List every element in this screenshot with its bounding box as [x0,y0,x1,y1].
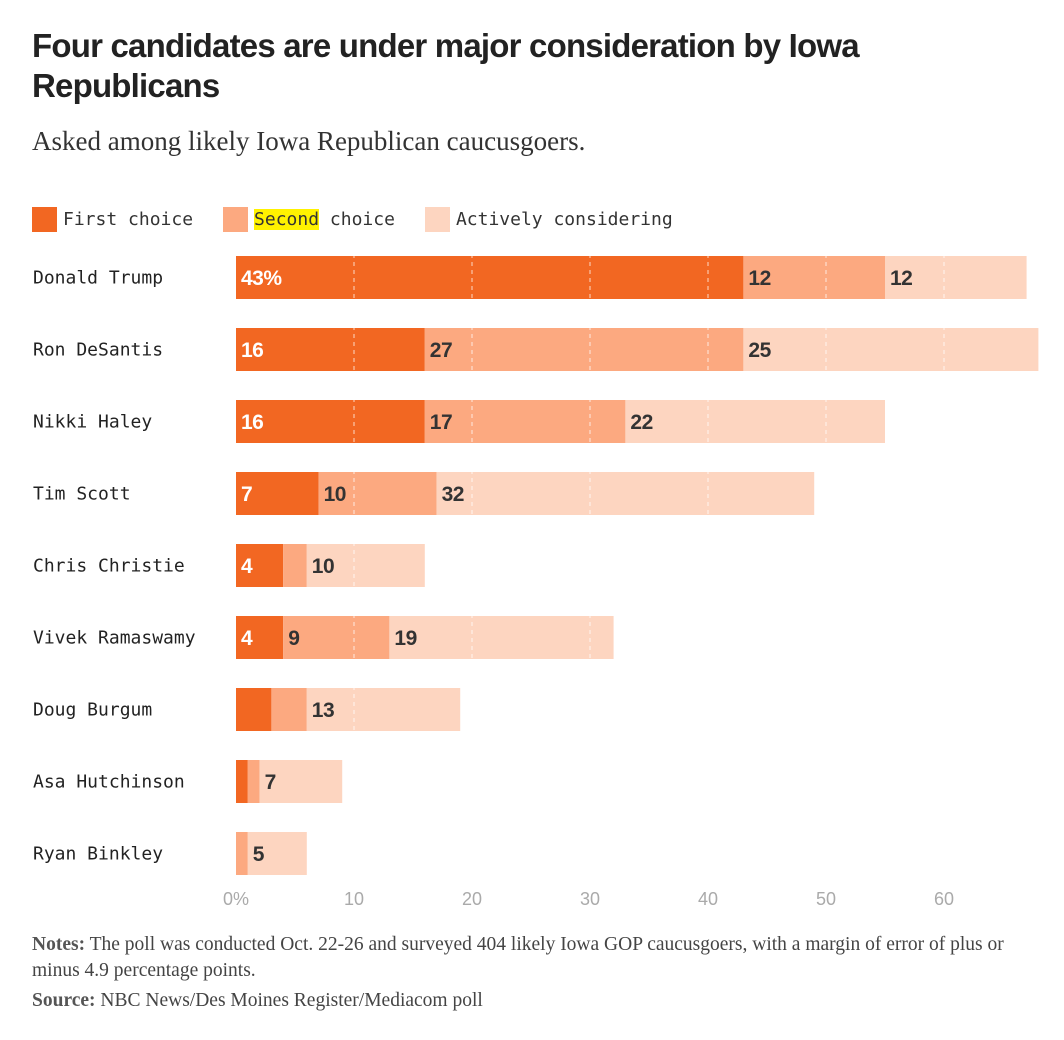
legend-swatch-actively-considering [424,206,450,232]
x-tick-label-60: 60 [934,889,954,909]
category-label-chris-christie: Chris Christie [33,556,185,577]
legend-item-first-choice: First choice [32,206,194,232]
x-tick-label-10: 10 [344,889,364,909]
data-label-tim-scott-first-choice: 7 [241,483,252,506]
data-label-vivek-ramaswamy-second-choice: 9 [288,627,299,650]
data-label-donald-trump-second-choice: 12 [748,267,770,290]
chart-title: Four candidates are under major consider… [32,27,860,104]
bar-chris-christie-second-choice [283,544,307,587]
notes-text: The poll was conducted Oct. 22-26 and su… [32,934,1004,981]
data-label-asa-hutchinson-actively-considering: 7 [265,771,276,794]
bar-ron-desantis-first-choice [236,328,425,371]
bar-asa-hutchinson-second-choice [247,760,260,803]
source-label: Source: [32,990,96,1011]
bar-donald-trump-first-choice [236,256,744,299]
legend-label-first-choice: First choice [63,208,194,230]
bar-ron-desantis-second-choice [424,328,744,371]
category-label-asa-hutchinson: Asa Hutchinson [33,772,185,793]
bar-chris-christie-first-choice [236,544,284,587]
data-label-chris-christie-actively-considering: 10 [312,555,334,578]
legend-item-second-choice: Second choice [223,206,395,232]
legend-highlight: Second [254,208,320,230]
bar-ron-desantis-actively-considering [743,328,1039,371]
legend: First choice Second choice Actively cons… [32,206,703,232]
bar-ryan-binkley-actively-considering [247,832,307,875]
x-tick-label-30: 30 [580,889,600,909]
data-label-donald-trump-actively-considering: 12 [890,267,912,290]
category-label-ron-desantis: Ron DeSantis [33,340,163,361]
category-label-donald-trump: Donald Trump [33,268,163,289]
bar-donald-trump-second-choice [743,256,885,299]
data-label-tim-scott-actively-considering: 32 [442,483,464,506]
bar-tim-scott-actively-considering [436,472,815,515]
legend-swatch-first-choice [32,206,57,232]
legend-label-second-rest: choice [319,208,395,230]
bar-tim-scott-first-choice [236,472,319,515]
category-label-doug-burgum: Doug Burgum [33,700,152,721]
stacked-bar-chart: Donald Trump 43% 12 12 Ron DeSantis 16 27 25 Nik… [33,254,1039,909]
bar-asa-hutchinson-actively-considering [259,760,343,803]
notes: Notes: The poll was conducted Oct. 22-26… [32,932,1022,984]
x-tick-label-40: 40 [698,889,718,909]
bar-vivek-ramaswamy-second-choice [283,616,390,659]
data-label-donald-trump-first-choice: 43% [241,267,282,290]
source-text: NBC News/Des Moines Register/Mediacom po… [95,990,483,1011]
data-label-ron-desantis-first-choice: 16 [241,339,263,362]
category-label-tim-scott: Tim Scott [33,484,131,505]
bar-asa-hutchinson-first-choice [236,760,248,803]
legend-label-actively-considering: Actively considering [455,208,673,230]
x-tick-label-50: 50 [816,889,836,909]
bar-nikki-haley-first-choice [236,400,425,443]
bar-doug-burgum-actively-considering [306,688,461,731]
data-label-ron-desantis-second-choice: 27 [430,339,452,362]
bar-ryan-binkley-second-choice [236,832,248,875]
bars-group [236,256,1039,875]
legend-swatch-second-choice [223,206,249,232]
bar-vivek-ramaswamy-actively-considering [389,616,614,659]
source: Source: NBC News/Des Moines Register/Med… [32,988,483,1014]
chart-subtitle: Asked among likely Iowa Republican caucu… [32,126,586,156]
data-label-vivek-ramaswamy-first-choice: 4 [241,627,253,650]
bar-doug-burgum-first-choice [236,688,272,731]
data-label-tim-scott-second-choice: 10 [324,483,346,506]
data-label-vivek-ramaswamy-actively-considering: 19 [394,627,416,650]
data-label-ron-desantis-actively-considering: 25 [748,339,771,362]
legend-label-second-choice: Second choice [254,208,395,230]
data-label-ryan-binkley-actively-considering: 5 [253,843,265,866]
data-label-nikki-haley-actively-considering: 22 [630,411,652,434]
data-label-nikki-haley-second-choice: 17 [430,411,452,434]
bar-nikki-haley-second-choice [424,400,626,443]
bar-vivek-ramaswamy-first-choice [236,616,284,659]
bar-nikki-haley-actively-considering [625,400,885,443]
labels-group: Donald Trump 43% 12 12 Ron DeSantis 16 27 25 Nik… [33,267,954,909]
category-label-ryan-binkley: Ryan Binkley [33,844,163,865]
x-tick-label-0: 0% [223,889,249,909]
bar-chris-christie-actively-considering [306,544,425,587]
bar-doug-burgum-second-choice [271,688,307,731]
bar-donald-trump-actively-considering [885,256,1027,299]
data-label-nikki-haley-first-choice: 16 [241,411,263,434]
category-label-nikki-haley: Nikki Haley [33,412,152,433]
bar-tim-scott-second-choice [318,472,437,515]
data-label-chris-christie-first-choice: 4 [241,555,253,578]
category-label-vivek-ramaswamy: Vivek Ramaswamy [33,628,196,649]
legend-item-actively-considering: Actively considering [424,206,673,232]
notes-label: Notes: [32,934,86,955]
x-tick-label-20: 20 [462,889,482,909]
data-label-doug-burgum-actively-considering: 13 [312,699,334,722]
